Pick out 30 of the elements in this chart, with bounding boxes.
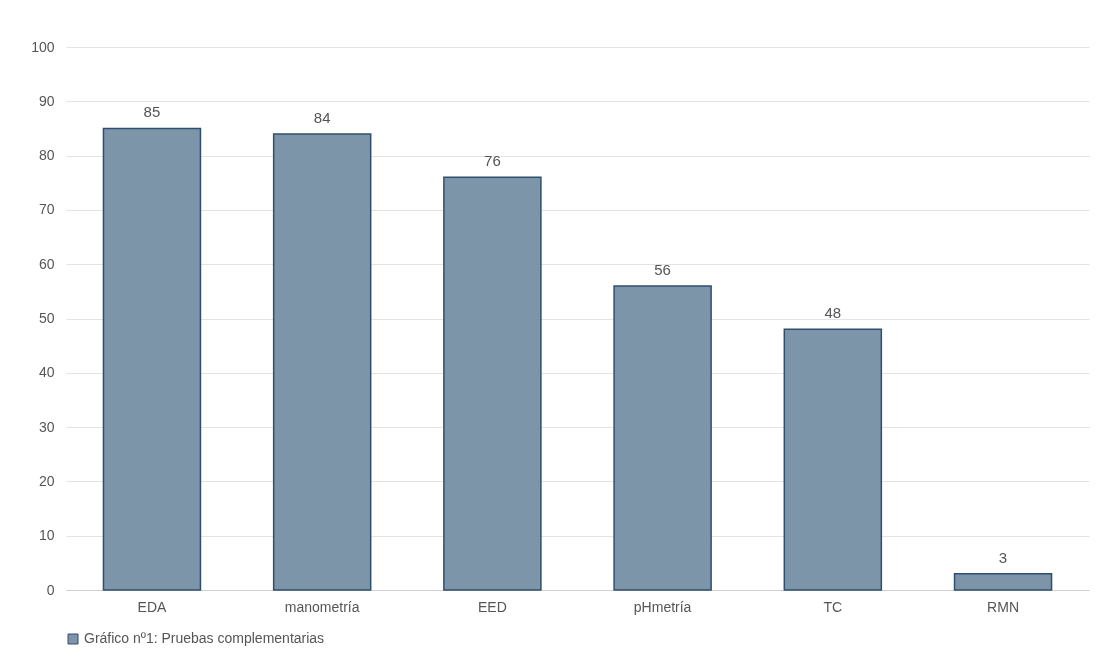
y-tick-label: 0	[46, 581, 55, 598]
y-tick-label: 70	[38, 201, 55, 218]
y-tick-label: 30	[38, 418, 55, 435]
y-tick-label: 10	[38, 527, 55, 544]
bar	[272, 133, 372, 591]
y-tick-label: 50	[38, 310, 55, 326]
x-tick-label: pHmetría	[633, 598, 692, 615]
x-tick-label: TC	[823, 598, 843, 615]
y-tick-label: 60	[38, 255, 55, 272]
bar	[613, 285, 712, 591]
y-tick-label: 40	[38, 364, 55, 381]
y-tick-label: 20	[38, 472, 55, 489]
x-tick-label: RMN	[987, 598, 1019, 615]
bar	[953, 572, 1053, 591]
data-label: 85	[143, 103, 161, 121]
y-tick-label: 90	[38, 92, 55, 109]
bar	[783, 328, 883, 591]
bar	[443, 176, 542, 591]
data-label: 3	[998, 548, 1008, 566]
data-label: 84	[313, 108, 331, 126]
data-label: 56	[654, 260, 671, 278]
data-label: 48	[824, 304, 842, 322]
legend-label: Gráfico nº1: Pruebas complementarias	[84, 630, 325, 646]
y-tick-label: 80	[38, 147, 55, 164]
x-tick-label: manometría	[284, 598, 360, 615]
bar	[102, 127, 202, 591]
x-tick-label: EED	[477, 598, 507, 615]
y-tick-label: 100	[31, 38, 55, 55]
x-tick-label: EDA	[137, 598, 168, 615]
data-label: 76	[484, 152, 501, 170]
